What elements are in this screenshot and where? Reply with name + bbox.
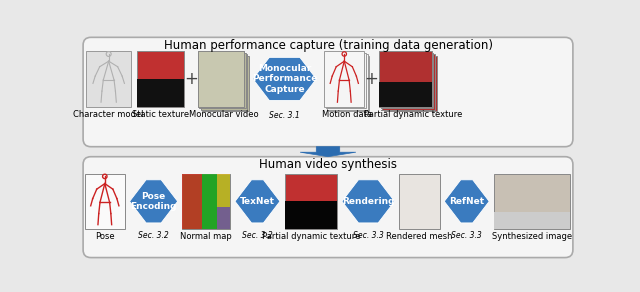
Bar: [182, 174, 202, 229]
Bar: [202, 174, 217, 229]
Polygon shape: [129, 180, 178, 223]
FancyBboxPatch shape: [83, 37, 573, 147]
Bar: [217, 207, 230, 229]
Text: TexNet: TexNet: [240, 197, 275, 206]
Text: Pose: Pose: [95, 232, 115, 241]
Polygon shape: [444, 180, 489, 223]
Bar: [384, 56, 436, 111]
Polygon shape: [235, 180, 280, 223]
Bar: [381, 53, 433, 108]
Text: Rendered mesh: Rendered mesh: [386, 232, 452, 241]
Bar: [198, 51, 244, 107]
Text: Sec. 3.2: Sec. 3.2: [138, 231, 169, 240]
Bar: [201, 54, 248, 110]
Bar: [285, 201, 337, 229]
Bar: [494, 213, 570, 229]
Bar: [379, 82, 432, 107]
Bar: [399, 174, 440, 229]
Text: Sec. 3.1: Sec. 3.1: [269, 110, 300, 119]
Text: Human performance capture (training data generation): Human performance capture (training data…: [163, 39, 493, 52]
Bar: [326, 53, 366, 108]
Bar: [217, 174, 230, 207]
Bar: [198, 51, 244, 107]
Bar: [285, 174, 337, 229]
Bar: [324, 51, 364, 107]
Text: +: +: [184, 70, 198, 88]
Polygon shape: [300, 147, 356, 157]
Text: Sec. 3.3: Sec. 3.3: [353, 231, 383, 240]
Text: Sec. 3.2: Sec. 3.2: [242, 231, 273, 240]
Bar: [202, 56, 249, 111]
Bar: [217, 174, 230, 207]
Text: Monocular
Performance
Capture: Monocular Performance Capture: [252, 64, 317, 94]
Text: Static texture: Static texture: [132, 110, 189, 119]
Bar: [138, 79, 184, 107]
Bar: [182, 174, 230, 229]
Text: +: +: [364, 70, 378, 88]
Text: Pose
Encoding: Pose Encoding: [131, 192, 177, 211]
Text: Synthesized image: Synthesized image: [492, 232, 572, 241]
Text: Character model: Character model: [74, 110, 144, 119]
Bar: [494, 174, 570, 229]
Bar: [379, 51, 432, 107]
Bar: [84, 174, 125, 229]
FancyBboxPatch shape: [83, 157, 573, 258]
Text: Sec. 3.3: Sec. 3.3: [451, 231, 482, 240]
Text: Normal map: Normal map: [180, 232, 232, 241]
Text: Motion data: Motion data: [323, 110, 372, 119]
Text: Partial dynamic texture: Partial dynamic texture: [262, 232, 360, 241]
Text: Monocular video: Monocular video: [189, 110, 258, 119]
Bar: [199, 53, 246, 108]
Bar: [138, 51, 184, 107]
Bar: [327, 54, 367, 110]
Bar: [86, 51, 131, 107]
Text: Partial dynamic texture: Partial dynamic texture: [364, 110, 463, 119]
Bar: [382, 54, 435, 110]
Polygon shape: [342, 180, 395, 223]
Bar: [329, 56, 369, 111]
Text: Rendering: Rendering: [342, 197, 394, 206]
Text: Human video synthesis: Human video synthesis: [259, 158, 397, 171]
Polygon shape: [253, 57, 316, 100]
Text: RefNet: RefNet: [449, 197, 484, 206]
